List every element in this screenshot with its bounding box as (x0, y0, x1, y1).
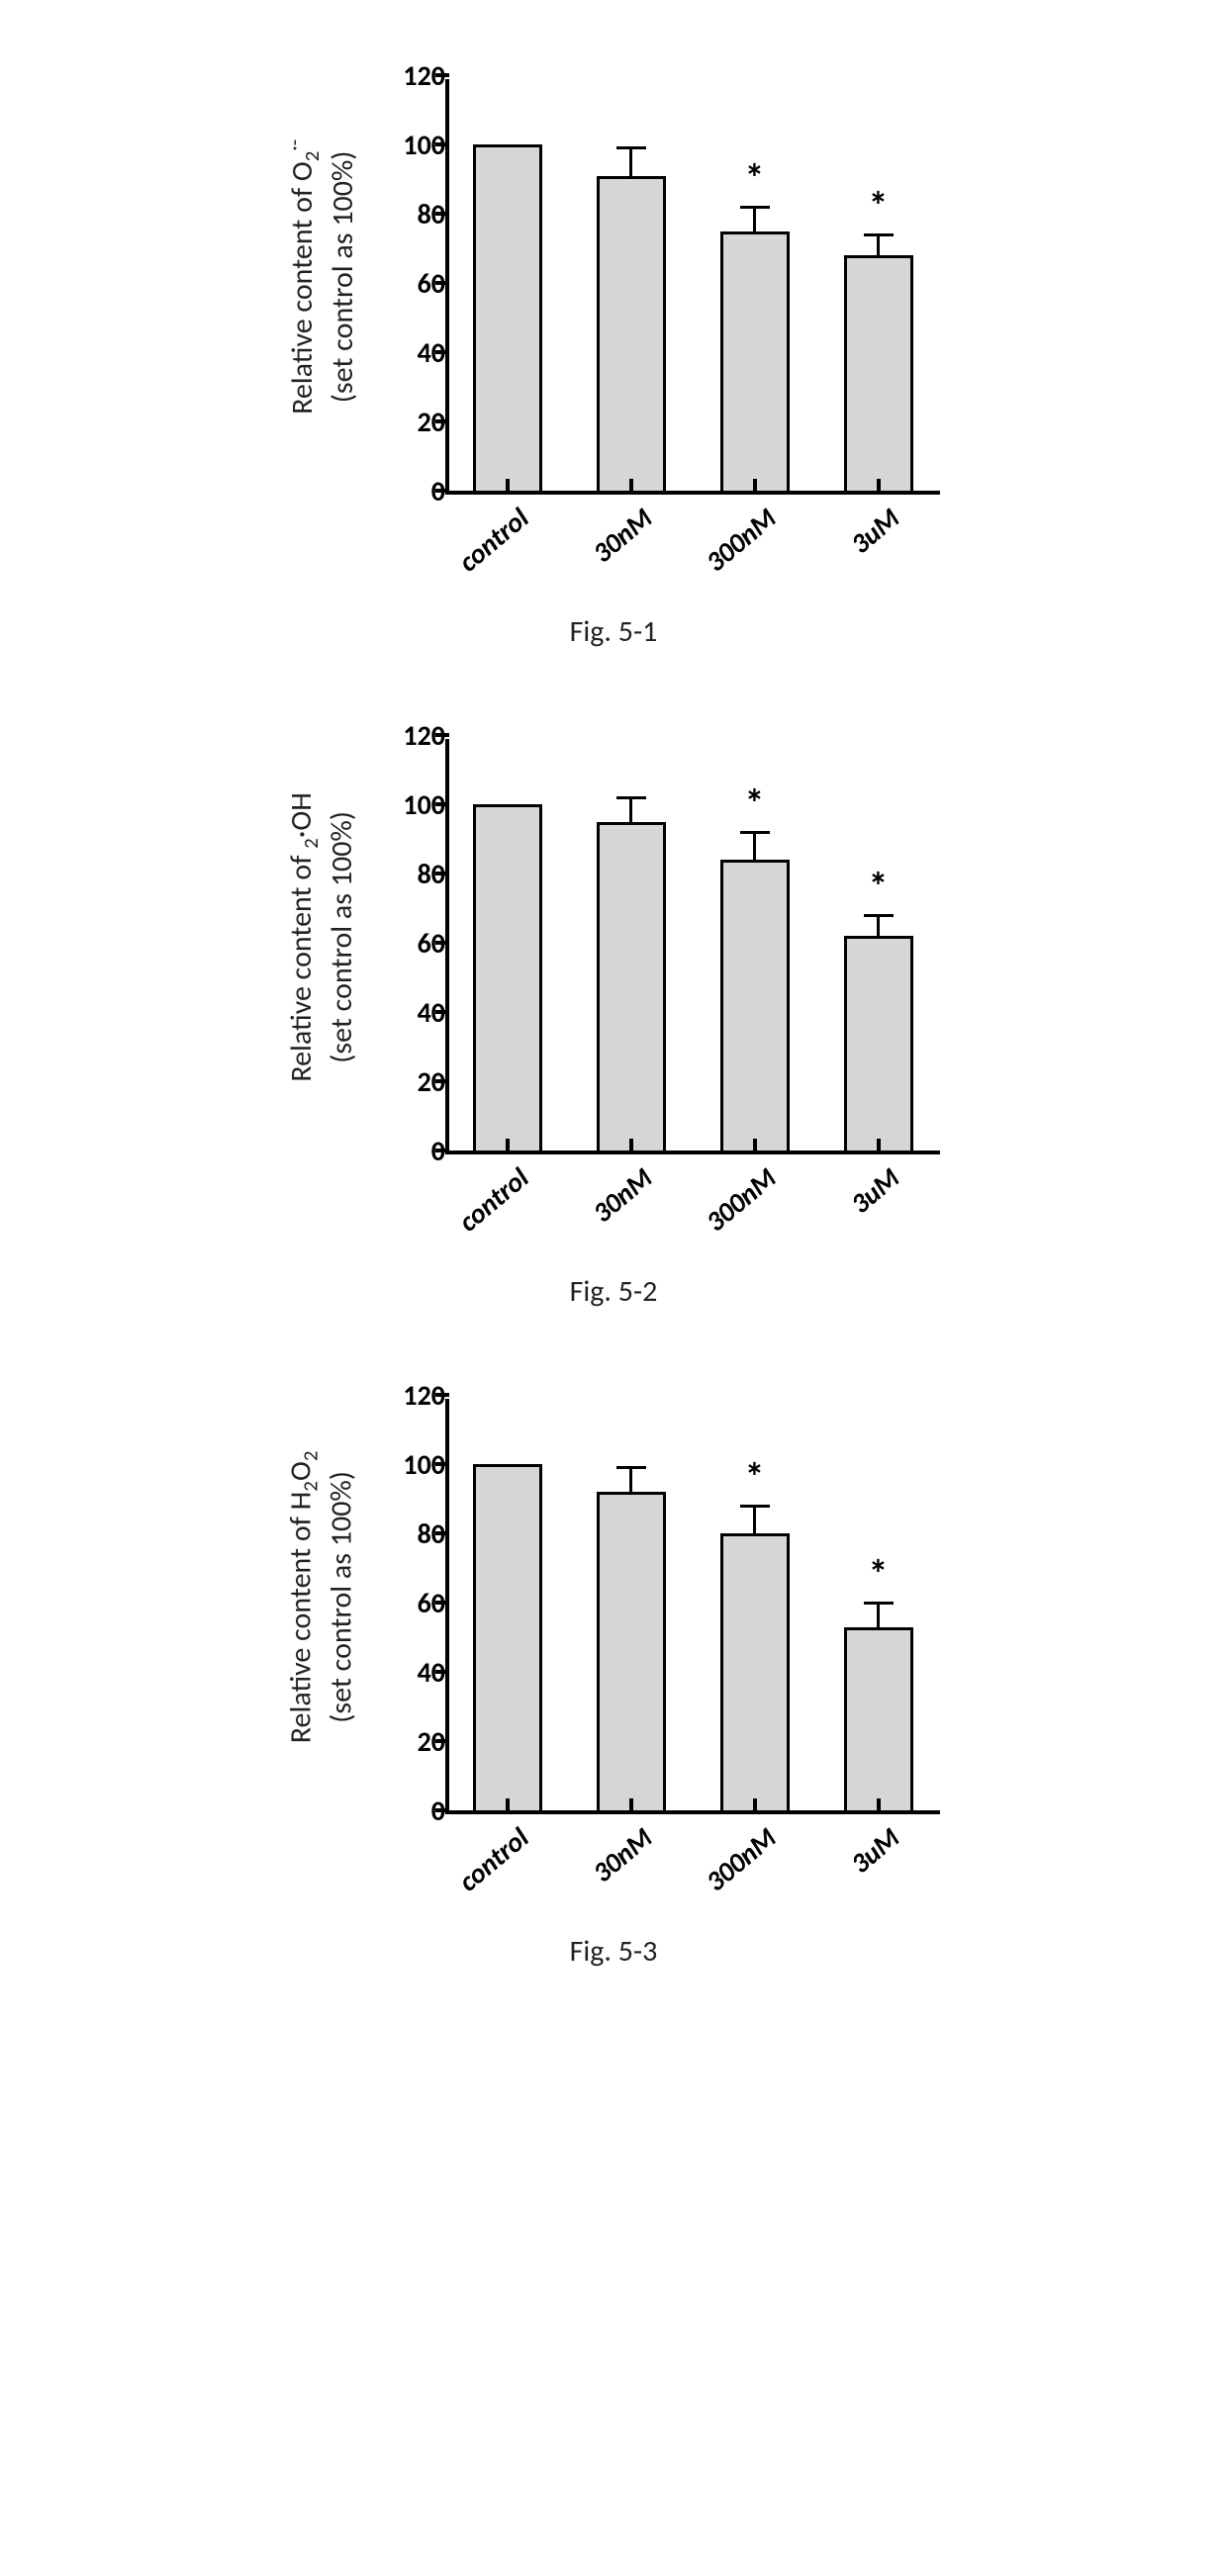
significance-marker: * (869, 863, 889, 911)
y-tick-label: 100 (0, 787, 445, 822)
x-tick (629, 1139, 633, 1150)
error-bar (877, 1603, 880, 1627)
y-tick-label: 120 (0, 58, 445, 93)
error-cap (864, 914, 894, 917)
y-tick-label: 0 (0, 1794, 445, 1828)
significance-marker: * (745, 154, 765, 203)
error-bar (629, 1468, 632, 1493)
error-bar (877, 234, 880, 255)
x-tick-label: 30nM (586, 1820, 659, 1889)
y-tick-label: 0 (0, 1134, 445, 1168)
y-tick-label: 60 (0, 266, 445, 301)
x-tick-label: 30nM (586, 501, 659, 570)
error-cap (616, 796, 646, 799)
error-cap (616, 1466, 646, 1469)
x-tick (877, 479, 881, 491)
significance-marker: * (745, 1453, 765, 1502)
x-tick (629, 1798, 633, 1810)
error-bar (753, 832, 756, 860)
x-tick-label: control (451, 501, 535, 579)
x-tick (753, 479, 757, 491)
bar (720, 860, 790, 1150)
y-tick-label: 80 (0, 1517, 445, 1551)
y-tick-label: 60 (0, 1586, 445, 1620)
bar (844, 255, 913, 491)
x-tick (629, 479, 633, 491)
significance-marker: * (869, 1550, 889, 1599)
bar (720, 1533, 790, 1810)
y-tick-label: 80 (0, 857, 445, 891)
fig-5-3: Relative content of H2O2(set control as … (0, 1379, 1227, 1970)
x-tick (753, 1139, 757, 1150)
error-bar (753, 1506, 756, 1533)
error-bar (877, 915, 880, 936)
y-tick-label: 20 (0, 405, 445, 439)
y-tick-label: 40 (0, 335, 445, 370)
bar (473, 1464, 542, 1810)
y-tick-label: 40 (0, 1655, 445, 1690)
x-tick (506, 479, 510, 491)
bar (597, 176, 666, 492)
bar (844, 936, 913, 1150)
x-tick (506, 1139, 510, 1150)
chart-wrap: Relative content of 2·OH(set control as … (277, 719, 950, 1154)
x-tick (753, 1798, 757, 1810)
y-tick-label: 100 (0, 128, 445, 162)
x-tick (877, 1798, 881, 1810)
error-cap (616, 146, 646, 149)
chart-wrap: Relative content of H2O2(set control as … (277, 1379, 950, 1814)
error-cap (864, 1602, 894, 1605)
plot-area: 020406080100120control30nM*300nM*3uM (376, 1379, 950, 1814)
x-tick-label: 300nM (699, 501, 783, 579)
significance-marker: * (745, 780, 765, 828)
bar (720, 231, 790, 492)
fig-5-2: Relative content of 2·OH(set control as … (0, 719, 1227, 1310)
x-tick-label: control (451, 1160, 535, 1239)
fig-5-1: Relative content of O2·-(set control as … (0, 59, 1227, 650)
bar (844, 1627, 913, 1811)
error-cap (740, 1505, 770, 1508)
bar (597, 822, 666, 1151)
y-tick-label: 0 (0, 474, 445, 508)
error-cap (740, 206, 770, 209)
figure-caption: Fig. 5-1 (570, 613, 658, 650)
bar (473, 804, 542, 1150)
x-tick-label: control (451, 1820, 535, 1898)
y-tick-label: 20 (0, 1064, 445, 1099)
x-tick-label: 3uM (844, 1820, 906, 1881)
y-tick-label: 60 (0, 926, 445, 961)
error-bar (629, 148, 632, 176)
bar (597, 1492, 666, 1810)
error-cap (864, 233, 894, 236)
ylabel-sub1: 2 (298, 1481, 324, 1492)
x-tick-label: 300nM (699, 1820, 783, 1898)
x-tick-label: 3uM (844, 501, 906, 561)
x-tick (877, 1139, 881, 1150)
y-tick-label: 120 (0, 718, 445, 753)
plot-area: 020406080100120control30nM*300nM*3uM (376, 59, 950, 495)
bar (473, 144, 542, 491)
y-tick-label: 120 (0, 1378, 445, 1413)
y-tick-label: 100 (0, 1447, 445, 1482)
error-bar (629, 797, 632, 822)
significance-marker: * (869, 182, 889, 230)
ylabel-sub: 2 (298, 838, 324, 849)
x-tick-label: 300nM (699, 1160, 783, 1239)
error-bar (753, 207, 756, 231)
figure-caption: Fig. 5-3 (570, 1933, 658, 1970)
x-tick-label: 3uM (844, 1160, 906, 1221)
error-cap (740, 831, 770, 834)
chart-wrap: Relative content of O2·-(set control as … (277, 59, 950, 495)
figure-caption: Fig. 5-2 (570, 1273, 658, 1310)
x-tick (506, 1798, 510, 1810)
plot-area: 020406080100120control30nM*300nM*3uM (376, 719, 950, 1154)
y-tick-label: 20 (0, 1724, 445, 1759)
y-tick-label: 80 (0, 197, 445, 231)
x-tick-label: 30nM (586, 1160, 659, 1230)
y-tick-label: 40 (0, 995, 445, 1030)
